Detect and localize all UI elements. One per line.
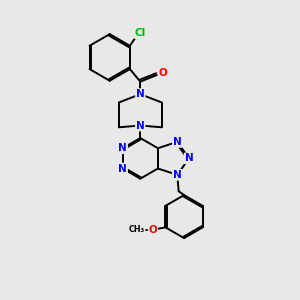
Text: N: N	[136, 89, 145, 99]
Text: N: N	[118, 143, 127, 153]
Text: O: O	[148, 225, 157, 235]
Text: N: N	[118, 164, 127, 173]
Text: CH₃: CH₃	[129, 225, 145, 234]
Text: N: N	[136, 121, 145, 130]
Text: N: N	[185, 153, 194, 164]
Text: Cl: Cl	[134, 28, 146, 38]
Text: O: O	[159, 68, 168, 78]
Text: N: N	[173, 137, 182, 147]
Text: N: N	[173, 170, 182, 180]
